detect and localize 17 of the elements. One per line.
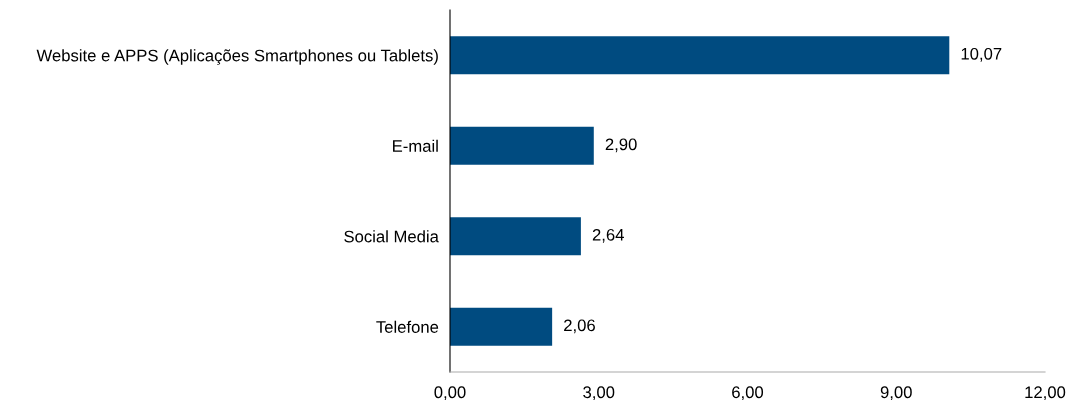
data-label: 10,07 (961, 47, 1002, 62)
y-tick-label: Website e APPS (Aplicações Smartphones ou Tablets) (36, 49, 438, 65)
data-label: 2,90 (605, 138, 637, 153)
bar (450, 126, 594, 165)
bar (450, 36, 950, 75)
x-tick-label: 0,00 (434, 386, 466, 401)
data-label: 2,06 (564, 319, 595, 334)
y-tick-label: Social Media (344, 230, 439, 243)
bar (450, 307, 553, 346)
x-tick-label: 6,00 (732, 386, 764, 401)
x-tick-label: 3,00 (583, 386, 615, 401)
y-tick-label: Telefone (376, 320, 439, 333)
bar (450, 217, 581, 256)
data-label: 2,64 (592, 228, 624, 243)
x-tick-label: 9,00 (880, 386, 912, 401)
y-tick-label: E-mail (393, 139, 438, 152)
x-tick-label: 12,00 (1025, 386, 1066, 401)
